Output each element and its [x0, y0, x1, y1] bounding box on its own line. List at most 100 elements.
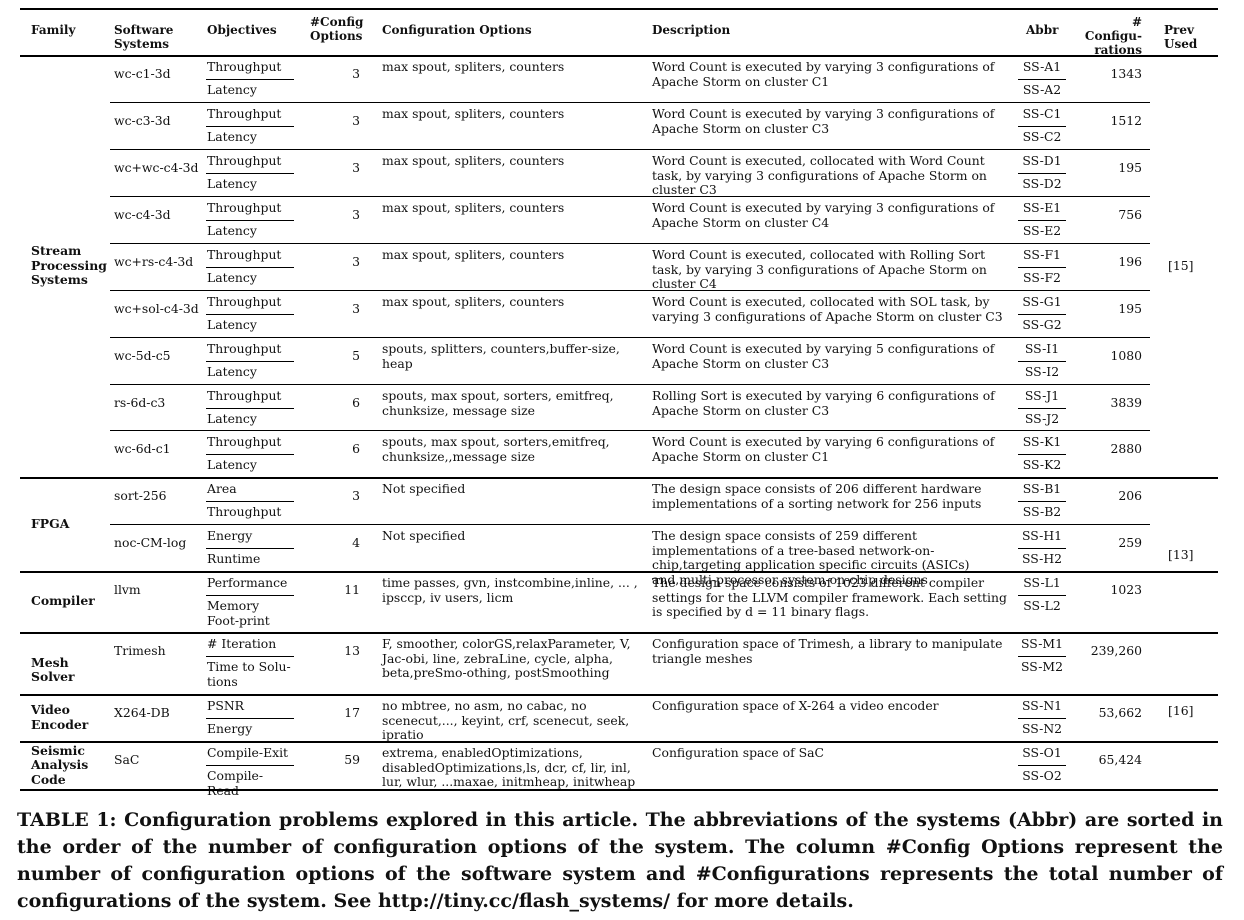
header-config-options-count: #Config Options [310, 15, 364, 43]
row-configurations-count: 3839 [1110, 395, 1142, 410]
row-abbr-1: SS-O1 [1022, 745, 1062, 760]
row-description: Configuration space of SaC [652, 745, 824, 760]
abbr-divider [1018, 267, 1066, 268]
objective-divider [206, 548, 294, 549]
configuration-table: Family Software Systems Objectives #Conf… [20, 8, 1218, 797]
row-configurations-count: 1023 [1110, 582, 1142, 597]
row-objective-1: Throughput [207, 434, 282, 449]
row-rule [110, 337, 1150, 338]
prev-used-reference: [13] [1168, 546, 1194, 562]
objective-divider [206, 656, 294, 657]
row-configuration-options: F, smoother, colorGS,relaxParameter, V, … [382, 636, 631, 680]
row-objective-1: Throughput [207, 341, 282, 356]
row-rule [110, 243, 1150, 244]
row-config-options-count: 3 [352, 66, 360, 81]
row-configuration-options: Not specified [382, 481, 466, 496]
row-configurations-count: 756 [1118, 207, 1142, 222]
row-objective-2: Latency [207, 364, 257, 379]
abbr-divider [1018, 595, 1066, 596]
row-abbr-2: SS-D2 [1022, 176, 1062, 191]
row-rule [110, 102, 1150, 103]
row-abbr-1: SS-J1 [1024, 388, 1060, 403]
row-description: Word Count is executed by varying 3 conf… [652, 106, 995, 136]
row-configuration-options: extrema, enabledOptimizations, disabledO… [382, 745, 636, 789]
abbr-divider [1018, 765, 1066, 766]
row-abbr-2: SS-M2 [1021, 659, 1063, 674]
row-description: The design space consists of 206 differe… [652, 481, 982, 511]
abbr-divider [1018, 656, 1066, 657]
row-system: noc-CM-log [114, 535, 187, 550]
table-top-rule [20, 8, 1218, 10]
row-description: Word Count is executed, collocated with … [652, 247, 987, 291]
abbr-divider [1018, 79, 1066, 80]
row-abbr-2: SS-I2 [1024, 364, 1060, 379]
row-objective-2: Energy [207, 721, 253, 736]
abbr-divider [1018, 454, 1066, 455]
header-prev-used: Prev Used [1164, 23, 1198, 51]
row-config-options-count: 3 [352, 254, 360, 269]
row-description: Word Count is executed, collocated with … [652, 153, 987, 197]
row-abbr-1: SS-I1 [1024, 341, 1060, 356]
family-label: Compiler [31, 593, 95, 609]
row-abbr-1: SS-G1 [1022, 294, 1062, 309]
row-description: Word Count is executed by varying 6 conf… [652, 434, 995, 464]
row-rule [110, 196, 1150, 197]
row-configurations-count: 195 [1118, 301, 1142, 316]
row-configurations-count: 53,662 [1098, 705, 1142, 720]
row-config-options-count: 11 [344, 582, 360, 597]
row-rule [20, 477, 1218, 479]
row-config-options-count: 59 [344, 752, 360, 767]
header-description: Description [652, 23, 731, 37]
row-objective-1: Throughput [207, 388, 282, 403]
row-config-options-count: 3 [352, 160, 360, 175]
row-objective-2: Runtime [207, 551, 261, 566]
row-objective-1: Throughput [207, 200, 282, 215]
header-abbr: Abbr [1026, 23, 1059, 37]
row-system: wc-c1-3d [114, 66, 171, 81]
table-caption: TABLE 1: Configuration problems explored… [17, 809, 1223, 912]
row-description: Rolling Sort is executed by varying 6 co… [652, 388, 995, 418]
abbr-divider [1018, 361, 1066, 362]
row-config-options-count: 17 [344, 705, 360, 720]
row-objective-2: Latency [207, 411, 257, 426]
row-config-options-count: 4 [352, 535, 360, 550]
row-system: wc-c3-3d [114, 113, 171, 128]
abbr-divider [1018, 718, 1066, 719]
row-abbr-1: SS-H1 [1021, 528, 1063, 543]
row-system: wc+sol-c4-3d [114, 301, 199, 316]
family-label: Mesh Solver [31, 654, 75, 685]
row-configurations-count: 65,424 [1098, 752, 1142, 767]
row-rule [110, 149, 1150, 150]
row-configuration-options: Not specified [382, 528, 466, 543]
row-objective-2: Memory Foot-print [207, 598, 270, 628]
row-config-options-count: 3 [352, 301, 360, 316]
abbr-divider [1018, 126, 1066, 127]
abbr-divider [1018, 173, 1066, 174]
row-abbr-2: SS-K2 [1022, 457, 1062, 472]
row-abbr-1: SS-N1 [1021, 698, 1063, 713]
row-objective-2: Latency [207, 129, 257, 144]
row-objective-2: Time to Solu-tions [207, 659, 291, 689]
row-rule [20, 741, 1218, 743]
row-objective-2: Latency [207, 457, 257, 472]
row-abbr-1: SS-L1 [1023, 575, 1061, 590]
row-description: Word Count is executed by varying 3 conf… [652, 200, 995, 230]
row-objective-1: Energy [207, 528, 253, 543]
row-objective-1: PSNR [207, 698, 244, 713]
row-system: wc-5d-c5 [114, 348, 171, 363]
row-description: Word Count is executed by varying 5 conf… [652, 341, 995, 371]
row-abbr-1: SS-C1 [1022, 106, 1062, 121]
row-configurations-count: 239,260 [1090, 643, 1142, 658]
family-label: FPGA [31, 515, 70, 531]
row-configurations-count: 1080 [1110, 348, 1142, 363]
abbr-divider [1018, 501, 1066, 502]
row-description: Configuration space of Trimesh, a librar… [652, 636, 1003, 666]
row-objective-2: Latency [207, 317, 257, 332]
row-system: Trimesh [114, 643, 166, 658]
row-configurations-count: 259 [1118, 535, 1142, 550]
objective-divider [206, 595, 294, 596]
family-label: Seismic Analysis Code [31, 742, 89, 787]
row-system: sort-256 [114, 488, 167, 503]
row-configuration-options: max spout, spliters, counters [382, 294, 565, 309]
objective-divider [206, 408, 294, 409]
